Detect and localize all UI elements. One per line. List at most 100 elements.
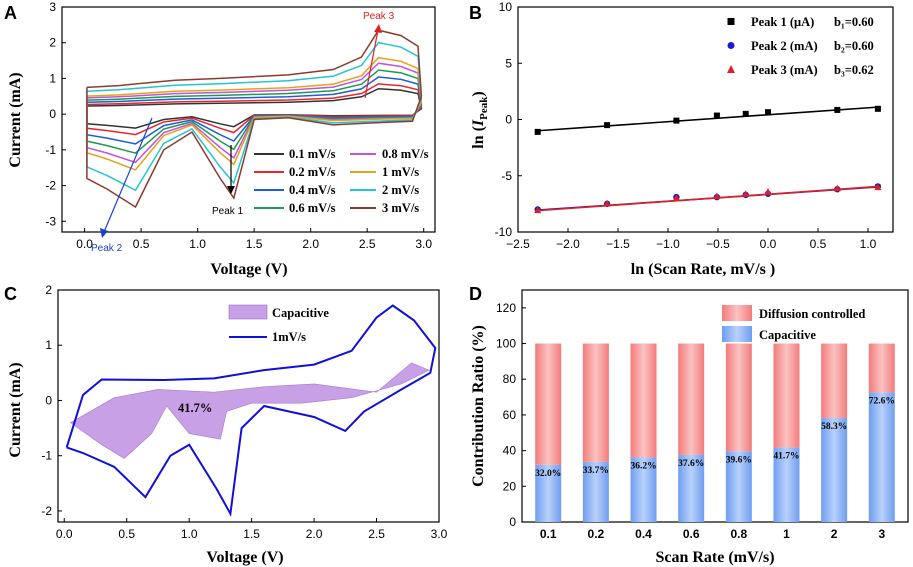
a-ytick-label: -1 [45, 143, 56, 157]
peak3-label: Peak 3 [363, 11, 395, 22]
c-ytick-label: 1 [45, 338, 52, 352]
b-point-triangle [603, 199, 611, 207]
a-curve-02mVs [86, 83, 423, 136]
a-legend-label: 0.1 mV/s [289, 147, 336, 161]
a-ytick-label: 3 [49, 0, 56, 14]
peak3-arrow [364, 29, 379, 99]
panel-a-ticks: 0.0 0.5 1.0 1.5 2.0 2.5 3.0 -3 -2 -1 0 1 2 3 [45, 0, 432, 251]
peak3-arrowhead [374, 24, 382, 33]
d-xtick-label: 0.4 [635, 527, 652, 541]
c-xtick-label: 0.0 [56, 527, 73, 541]
panel-b-xlabel: ln (Scan Rate, mV/s ) [631, 261, 775, 278]
a-legend-label: 0.6 mV/s [289, 201, 336, 215]
a-ytick-label: 0 [49, 107, 56, 121]
b-point-triangle [672, 194, 680, 201]
d-bar-capacitive [535, 464, 562, 522]
panel-a-curves [86, 29, 423, 209]
b-legend-label: Peak 2 (mA) [751, 39, 818, 53]
d-bar-capacitive [868, 392, 895, 522]
c-ytick-label: -2 [41, 504, 52, 518]
panel-d-ylabel: Contribution Ratio (%) [470, 325, 487, 487]
a-ytick-label: 2 [49, 36, 56, 50]
c-xtick-label: 0.5 [118, 527, 135, 541]
c-ytick-label: 2 [45, 283, 52, 297]
d-bar-capacitive [630, 457, 657, 522]
panel-c-ylabel: Current (mA) [7, 362, 24, 457]
a-xtick-label: 1.5 [246, 237, 263, 251]
c-cv-curve [65, 304, 437, 517]
d-xtick-label: 0.8 [730, 527, 747, 541]
d-xtick-label: 3 [878, 527, 885, 541]
d-ytick-label: 0 [509, 515, 516, 529]
b-xtick-label: −0.5 [706, 237, 730, 251]
panel-c-frame [57, 289, 440, 523]
b-legend-marker [727, 42, 735, 49]
b-fit-line [537, 106, 878, 132]
b-point-square [713, 112, 720, 119]
panel-d-xlabel: Scan Rate (mV/s) [655, 549, 774, 566]
a-ytick-label: 1 [49, 71, 56, 85]
b-point-triangle [713, 192, 721, 200]
legend-diffusion-swatch [722, 305, 752, 321]
panel-label-b: B [469, 3, 482, 23]
a-legend-label: 0.2 mV/s [289, 165, 336, 179]
legend-capacitive-d-label: Capacitive [759, 328, 816, 342]
panel-a-legend: 0.1 mV/s 0.8 mV/s 0.2 mV/s 1 mV/s 0.4 mV/s 2 … [254, 147, 429, 215]
d-bar-label: 39.6% [726, 455, 752, 465]
a-ytick-label: -2 [45, 179, 56, 193]
legend-capacitive-swatch [228, 304, 268, 320]
b-xtick-label: −1.5 [606, 237, 630, 251]
panel-a-ylabel: Current (mA) [7, 72, 24, 167]
b-legend-marker [727, 65, 735, 73]
a-legend-label: 0.8 mV/s [382, 147, 429, 161]
b-ytick-label: 5 [505, 56, 512, 70]
b-xtick-label: 0.0 [760, 237, 777, 251]
d-bar-capacitive [773, 447, 800, 522]
a-xtick-label: 1.0 [189, 237, 206, 251]
panel-c-xlabel: Voltage (V) [206, 549, 283, 566]
b-xtick-label: −2.5 [506, 237, 530, 251]
c-xtick-label: 1.0 [181, 527, 198, 541]
d-bar-diffusion [773, 343, 800, 448]
b-point-square [604, 122, 611, 129]
panel-b-legend: Peak 1 (μA) b₁=0.60 Peak 2 (mA) b₂=0.60 Peak… [727, 15, 874, 77]
panel-d-bars: 32.0% 33.7% 36.2% 37.6% 39.6% 41.7% 58.3% 72.6% [535, 343, 895, 522]
d-bar-diffusion [678, 343, 705, 455]
d-bar-label: 72.6% [869, 396, 895, 406]
d-xtick-label: 0.6 [683, 527, 700, 541]
a-ytick-label: -3 [45, 214, 56, 228]
d-bar-diffusion [725, 343, 752, 452]
panel-d-frame [521, 289, 909, 523]
b-ytick-label: -10 [495, 225, 513, 239]
panel-c-capacitive: 0.0 0.5 1.0 1.5 2.0 2.5 3.0 -2 -1 0 1 2 Capacitive … [7, 283, 448, 566]
b-legend-label: Peak 3 (mA) [751, 63, 818, 77]
a-xtick-label: 2.5 [359, 237, 376, 251]
panel-b-ylabel: ln (IPeak) [470, 91, 490, 148]
a-legend-label: 0.4 mV/s [289, 183, 336, 197]
d-xtick-label: 1 [783, 527, 790, 541]
panel-label-d: D [469, 284, 482, 304]
a-curve-06mVs [86, 69, 423, 154]
c-xtick-label: 2.5 [368, 527, 385, 541]
b-point-triangle [874, 183, 882, 191]
b-fit-line [537, 185, 878, 212]
c-xtick-label: 3.0 [431, 527, 448, 541]
c-xtick-label: 2.0 [306, 527, 323, 541]
d-bar-diffusion [630, 343, 657, 458]
panel-c-percentage: 41.7% [178, 401, 212, 415]
b-point-square [534, 128, 541, 135]
peak2-label: Peak 2 [91, 243, 123, 254]
d-ytick-label: 80 [503, 372, 517, 386]
b-legend-b-value: b₁=0.60 [834, 15, 874, 29]
a-xtick-label: 0.5 [133, 237, 150, 251]
a-xtick-label: 2.0 [302, 237, 319, 251]
c-xtick-label: 1.5 [243, 527, 260, 541]
peak2-arrowhead [100, 228, 108, 238]
a-curve-2mVs [86, 41, 423, 192]
b-point-square [742, 110, 749, 117]
panel-label-a: A [4, 3, 17, 23]
b-point-triangle [534, 206, 542, 214]
b-legend-b-value: b₂=0.60 [834, 39, 874, 53]
b-point-square [834, 106, 841, 113]
